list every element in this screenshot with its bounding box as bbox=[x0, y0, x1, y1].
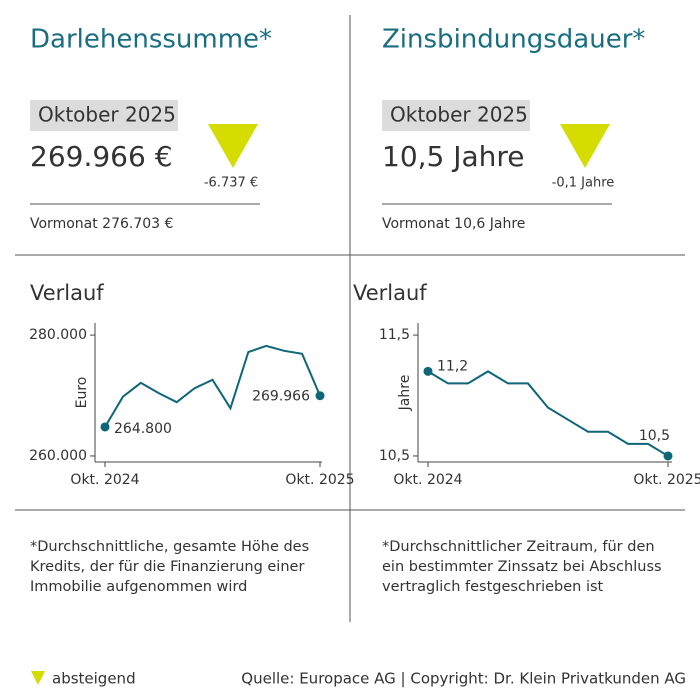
panel-title: Darlehenssumme* bbox=[30, 25, 272, 55]
legend-symbol bbox=[31, 671, 45, 685]
data-label: 269.966 bbox=[252, 389, 310, 405]
y-tick-label: 11,5 bbox=[379, 327, 410, 343]
chart-title: Verlauf bbox=[30, 281, 104, 305]
current-value: 10,5 Jahre bbox=[382, 140, 525, 173]
chart-title: Verlauf bbox=[353, 281, 427, 305]
point bbox=[663, 451, 673, 461]
panel-title: Zinsbindungsdauer* bbox=[382, 25, 645, 55]
period: Oktober 2025 bbox=[390, 103, 528, 127]
y-axis-label: Jahre bbox=[397, 375, 413, 412]
y-tick-label: 10,5 bbox=[379, 448, 410, 464]
period-box bbox=[382, 100, 530, 131]
x-tick-label: Okt. 2025 bbox=[633, 472, 700, 488]
data-label: 264.800 bbox=[114, 421, 172, 437]
change: -0,1 Jahre bbox=[552, 176, 615, 191]
series-line bbox=[427, 370, 669, 457]
y-axis-label: Euro bbox=[74, 377, 90, 409]
previous: Vormonat 10,6 Jahre bbox=[382, 216, 525, 232]
series-line bbox=[104, 344, 321, 428]
period-box bbox=[30, 100, 178, 131]
point bbox=[423, 366, 433, 376]
trend-down bbox=[208, 124, 258, 168]
point bbox=[100, 422, 110, 432]
y-tick-label: 280.000 bbox=[29, 327, 87, 343]
data-label: 10,5 bbox=[639, 428, 670, 444]
trend-down bbox=[560, 124, 610, 168]
legend-label: absteigend bbox=[52, 670, 136, 688]
data-label: 11,2 bbox=[437, 358, 468, 374]
y-tick-label: 260.000 bbox=[29, 448, 87, 464]
source: Quelle: Europace AG | Copyright: Dr. Kle… bbox=[241, 670, 686, 688]
current-value: 269.966 € bbox=[30, 140, 173, 173]
x-tick-label: Okt. 2024 bbox=[70, 472, 139, 488]
change: -6.737 € bbox=[204, 176, 258, 191]
footnote: *Durchschnittliche, gesamte Höhe des Kre… bbox=[30, 539, 310, 595]
period: Oktober 2025 bbox=[38, 103, 176, 127]
x-tick-label: Okt. 2024 bbox=[393, 472, 462, 488]
previous: Vormonat 276.703 € bbox=[30, 216, 173, 232]
point bbox=[315, 391, 325, 401]
x-tick-label: Okt. 2025 bbox=[285, 472, 354, 488]
footnote: *Durchschnittlicher Zeitraum, für den ei… bbox=[382, 539, 662, 595]
